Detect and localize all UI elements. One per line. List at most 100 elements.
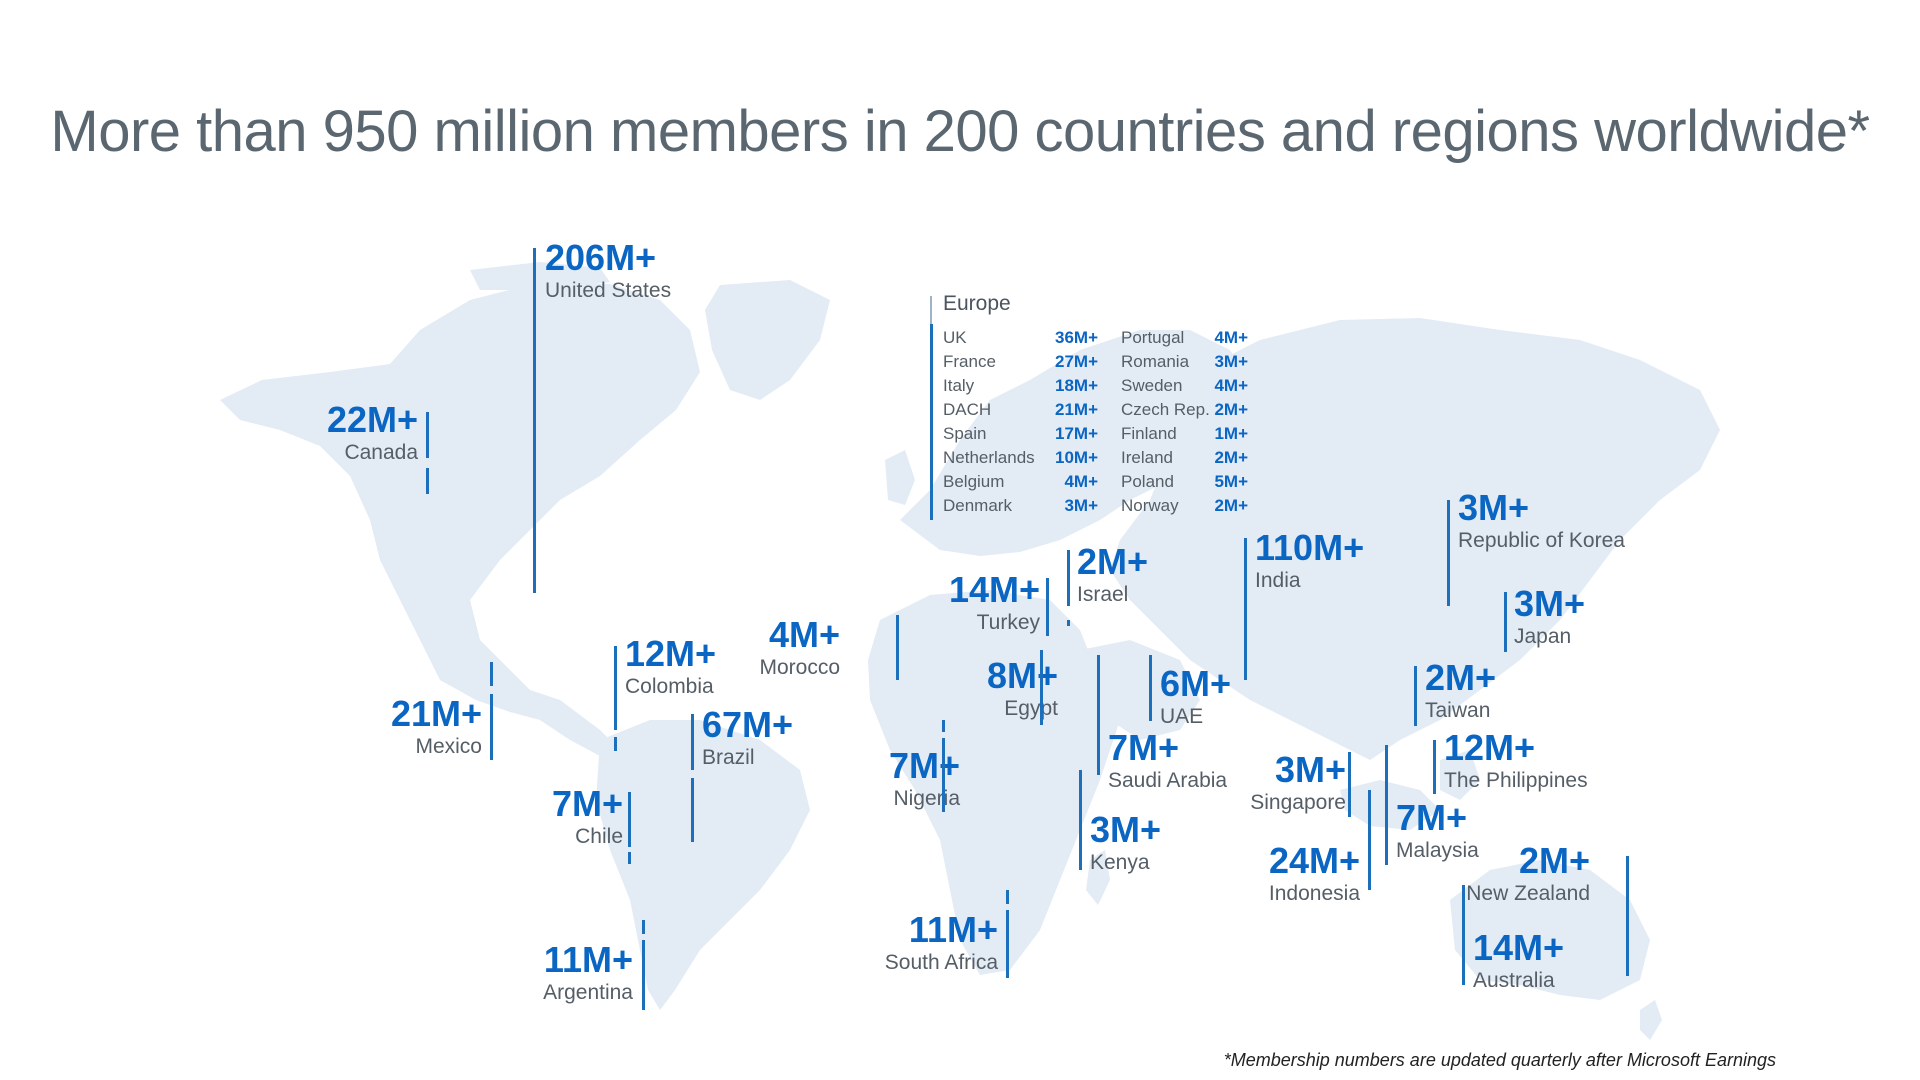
marker-label: UAE xyxy=(1160,705,1204,728)
footnote: *Membership numbers are updated quarterl… xyxy=(1223,1050,1776,1070)
europe-country-value: 3M+ xyxy=(1214,352,1248,371)
marker-tick-kenya xyxy=(1079,770,1082,870)
marker-tick-israel xyxy=(1067,620,1070,626)
marker-label: The Philippines xyxy=(1444,769,1588,792)
marker-israel: 2M+ Israel xyxy=(1077,541,1149,606)
marker-label: Mexico xyxy=(415,735,482,758)
europe-country-name: Sweden xyxy=(1121,376,1183,395)
marker-label: Taiwan xyxy=(1425,699,1491,722)
marker-tick-japan xyxy=(1504,592,1507,652)
europe-title: Europe xyxy=(943,292,1011,315)
europe-country-value: 2M+ xyxy=(1214,496,1248,515)
marker-label: Chile xyxy=(575,825,623,848)
marker-tick-australia xyxy=(1462,885,1465,985)
marker-value: 2M+ xyxy=(1518,840,1590,881)
marker-value: 206M+ xyxy=(545,237,657,278)
marker-label: Saudi Arabia xyxy=(1108,769,1228,792)
marker-value: 4M+ xyxy=(768,614,840,655)
marker-singapore: 3M+ Singapore xyxy=(1250,749,1346,814)
marker-tick-brazil xyxy=(691,714,694,770)
marker-value: 6M+ xyxy=(1160,663,1232,704)
europe-country-value: 17M+ xyxy=(1055,424,1098,443)
marker-tick-nigeria xyxy=(942,720,945,732)
marker-tick-singapore xyxy=(1348,752,1351,817)
marker-tick-indonesia xyxy=(1368,790,1371,890)
europe-country-value: 21M+ xyxy=(1055,400,1098,419)
marker-tick-colombia xyxy=(614,737,617,751)
marker-label: Malaysia xyxy=(1396,839,1479,862)
marker-value: 12M+ xyxy=(1444,727,1536,768)
marker-label: Republic of Korea xyxy=(1458,529,1625,552)
marker-tick-south-africa xyxy=(1006,910,1009,978)
marker-tick-turkey xyxy=(1046,578,1049,636)
marker-chile: 7M+ Chile xyxy=(551,783,623,848)
europe-country-name: Finland xyxy=(1121,424,1177,443)
europe-country-name: Portugal xyxy=(1121,328,1185,347)
europe-country-name: Romania xyxy=(1121,352,1190,371)
europe-country-value: 4M+ xyxy=(1064,472,1098,491)
marker-label: Morocco xyxy=(759,656,840,679)
marker-tick-brazil xyxy=(691,778,694,842)
marker-value: 2M+ xyxy=(1425,657,1497,698)
marker-united-states: 206M+ United States xyxy=(545,237,671,302)
marker-value: 7M+ xyxy=(551,783,623,824)
marker-label: Singapore xyxy=(1250,791,1346,814)
europe-country-value: 2M+ xyxy=(1214,448,1248,467)
marker-value: 7M+ xyxy=(888,745,960,786)
marker-south-africa: 11M+ South Africa xyxy=(884,909,998,974)
marker-tick-argentina xyxy=(642,940,645,1010)
marker-egypt: 8M+ Egypt xyxy=(986,655,1058,720)
marker-tick-mexico xyxy=(490,694,493,760)
marker-philippines: 12M+ The Philippines xyxy=(1444,727,1588,792)
europe-country-value: 18M+ xyxy=(1055,376,1098,395)
marker-kenya: 3M+ Kenya xyxy=(1090,809,1162,874)
marker-new-zealand: 2M+ New Zealand xyxy=(1466,840,1590,905)
europe-country-name: Denmark xyxy=(943,496,1012,515)
europe-country-name: Belgium xyxy=(943,472,1005,491)
marker-turkey: 14M+ Turkey xyxy=(949,572,1040,634)
marker-tick-malaysia xyxy=(1385,745,1388,865)
marker-value: 110M+ xyxy=(1255,527,1365,568)
marker-tick-canada xyxy=(426,412,429,458)
europe-country-name: Ireland xyxy=(1121,448,1173,467)
marker-tick-philippines xyxy=(1433,740,1436,794)
marker-korea: 3M+ Republic of Korea xyxy=(1458,490,1625,552)
marker-value: 3M+ xyxy=(1090,809,1162,850)
marker-value: 2M+ xyxy=(1077,541,1149,582)
marker-label: Egypt xyxy=(1004,697,1058,720)
marker-uae: 6M+ UAE xyxy=(1160,663,1232,728)
europe-country-name: Norway xyxy=(1121,496,1179,515)
marker-tick-chile xyxy=(628,852,631,864)
europe-country-value: 1M+ xyxy=(1214,424,1248,443)
europe-country-name: Poland xyxy=(1121,472,1174,491)
europe-country-value: 27M+ xyxy=(1055,352,1098,371)
marker-saudi-arabia: 7M+ Saudi Arabia xyxy=(1108,730,1228,792)
marker-value: 8M+ xyxy=(986,655,1058,696)
marker-label: South Africa xyxy=(884,951,998,974)
marker-tick-south-africa xyxy=(1006,890,1009,904)
marker-value: 7M+ xyxy=(1396,797,1468,838)
marker-japan: 3M+ Japan xyxy=(1514,583,1586,648)
marker-mexico: 21M+ Mexico xyxy=(391,696,482,758)
europe-country-name: Spain xyxy=(943,424,987,443)
marker-value: 3M+ xyxy=(1514,583,1586,624)
marker-label: Kenya xyxy=(1090,851,1150,874)
marker-label: New Zealand xyxy=(1466,882,1590,905)
marker-value: 14M+ xyxy=(1473,927,1565,968)
europe-country-value: 2M+ xyxy=(1214,400,1248,419)
marker-value: 12M+ xyxy=(625,633,717,674)
marker-tick-argentina xyxy=(642,920,645,934)
europe-tick-top xyxy=(930,296,932,324)
marker-label: Nigeria xyxy=(893,787,960,810)
europe-country-name: Netherlands xyxy=(943,448,1035,467)
marker-value: 11M+ xyxy=(908,909,998,950)
marker-australia: 14M+ Australia xyxy=(1473,927,1565,992)
marker-label: Indonesia xyxy=(1268,882,1360,905)
marker-label: Brazil xyxy=(702,746,755,769)
europe-country-name: DACH xyxy=(943,400,992,419)
marker-tick-new-zealand xyxy=(1626,856,1629,976)
marker-value: 3M+ xyxy=(1274,749,1346,790)
europe-country-value: 4M+ xyxy=(1214,376,1248,395)
page-title: More than 950 million members in 200 cou… xyxy=(50,99,1870,164)
